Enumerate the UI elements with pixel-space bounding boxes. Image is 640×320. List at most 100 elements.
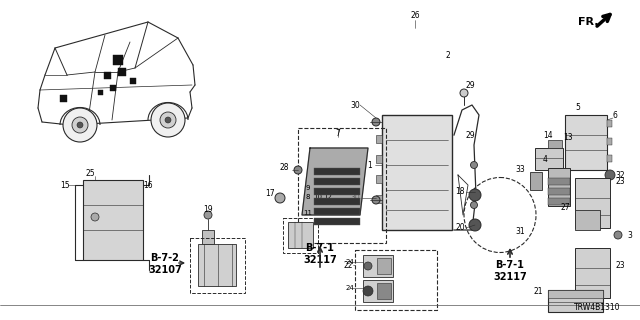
Text: B-7-2: B-7-2 (150, 253, 179, 263)
Text: 33: 33 (515, 165, 525, 174)
Bar (548, 290, 603, 298)
Bar (575, 248, 610, 298)
Text: 19: 19 (203, 205, 213, 214)
Bar (355, 250, 437, 310)
Bar (548, 188, 570, 195)
Circle shape (614, 231, 622, 239)
Circle shape (372, 196, 380, 204)
Bar (575, 178, 610, 228)
Text: 24: 24 (346, 285, 355, 291)
Bar (535, 148, 563, 170)
Bar (363, 255, 393, 277)
Bar (548, 140, 562, 148)
Bar (530, 172, 542, 190)
Text: 32117: 32117 (303, 255, 337, 265)
Bar (382, 115, 452, 230)
Text: 25: 25 (85, 169, 95, 178)
Bar (202, 230, 214, 244)
Text: 32117: 32117 (493, 272, 527, 282)
Text: 2: 2 (445, 51, 451, 60)
Bar (130, 78, 136, 84)
Circle shape (364, 262, 372, 270)
Circle shape (469, 219, 481, 231)
Bar (104, 72, 111, 79)
Circle shape (91, 213, 99, 221)
Text: 20: 20 (455, 223, 465, 233)
Text: 30: 30 (350, 100, 360, 109)
Text: 29: 29 (465, 131, 475, 140)
Text: 32: 32 (615, 171, 625, 180)
Bar (60, 95, 67, 102)
Circle shape (151, 103, 185, 137)
Text: 26: 26 (410, 11, 420, 20)
Text: 13: 13 (563, 133, 573, 142)
Bar (118, 68, 126, 76)
Bar (110, 85, 116, 91)
Text: 17: 17 (265, 188, 275, 197)
Bar (314, 188, 360, 195)
Circle shape (605, 170, 615, 180)
Bar (376, 175, 382, 183)
Text: 30: 30 (350, 194, 360, 203)
Text: B-7-1: B-7-1 (305, 243, 335, 253)
Text: 18: 18 (455, 188, 465, 196)
Bar (376, 195, 382, 203)
Text: 21: 21 (533, 287, 543, 297)
Text: 23: 23 (615, 260, 625, 269)
Text: 31: 31 (515, 228, 525, 236)
Bar (298, 128, 386, 243)
Text: 16: 16 (143, 180, 153, 189)
Text: 29: 29 (465, 81, 475, 90)
Circle shape (160, 112, 176, 128)
Circle shape (63, 108, 97, 142)
Text: 14: 14 (543, 132, 553, 140)
Text: 24: 24 (346, 259, 355, 265)
Circle shape (165, 117, 171, 123)
Circle shape (275, 193, 285, 203)
Text: 10: 10 (314, 194, 323, 200)
Bar (377, 258, 391, 274)
Circle shape (460, 89, 468, 97)
Bar (377, 283, 391, 299)
Text: 4: 4 (543, 156, 547, 164)
Bar (190, 238, 245, 293)
Circle shape (470, 162, 477, 169)
Bar (565, 115, 607, 170)
Text: 32107: 32107 (148, 265, 182, 275)
Bar (607, 138, 612, 145)
Text: 28: 28 (279, 164, 289, 172)
Circle shape (470, 202, 477, 209)
Text: 12: 12 (324, 194, 332, 200)
Text: 15: 15 (60, 180, 70, 189)
Bar (288, 222, 313, 248)
Bar (314, 218, 360, 225)
Polygon shape (302, 148, 368, 215)
Bar (548, 290, 603, 312)
Bar (198, 244, 236, 286)
Bar (113, 55, 123, 65)
Bar (283, 218, 318, 253)
Circle shape (77, 122, 83, 128)
Bar (575, 210, 600, 230)
Bar (83, 180, 143, 260)
Text: 9: 9 (306, 185, 310, 191)
Text: 22: 22 (343, 260, 353, 269)
Text: 3: 3 (628, 230, 632, 239)
Circle shape (204, 211, 212, 219)
Bar (376, 135, 382, 143)
Bar (314, 198, 360, 205)
Text: 6: 6 (612, 110, 618, 119)
Bar (314, 208, 360, 215)
Circle shape (72, 117, 88, 133)
Text: FR.: FR. (578, 17, 598, 27)
Text: B-7-1: B-7-1 (495, 260, 524, 270)
Bar (98, 90, 103, 95)
Text: 1: 1 (367, 161, 372, 170)
Bar (376, 155, 382, 163)
Text: 8: 8 (306, 194, 310, 200)
Text: 11: 11 (303, 210, 312, 216)
Bar (548, 168, 570, 206)
Circle shape (372, 118, 380, 126)
Bar (607, 120, 612, 127)
Text: TRW4B1310: TRW4B1310 (573, 303, 620, 312)
